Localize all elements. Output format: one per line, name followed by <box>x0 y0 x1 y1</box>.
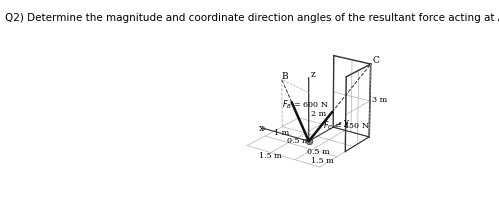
Text: Q2) Determine the magnitude and coordinate direction angles of the resultant for: Q2) Determine the magnitude and coordina… <box>5 13 499 23</box>
